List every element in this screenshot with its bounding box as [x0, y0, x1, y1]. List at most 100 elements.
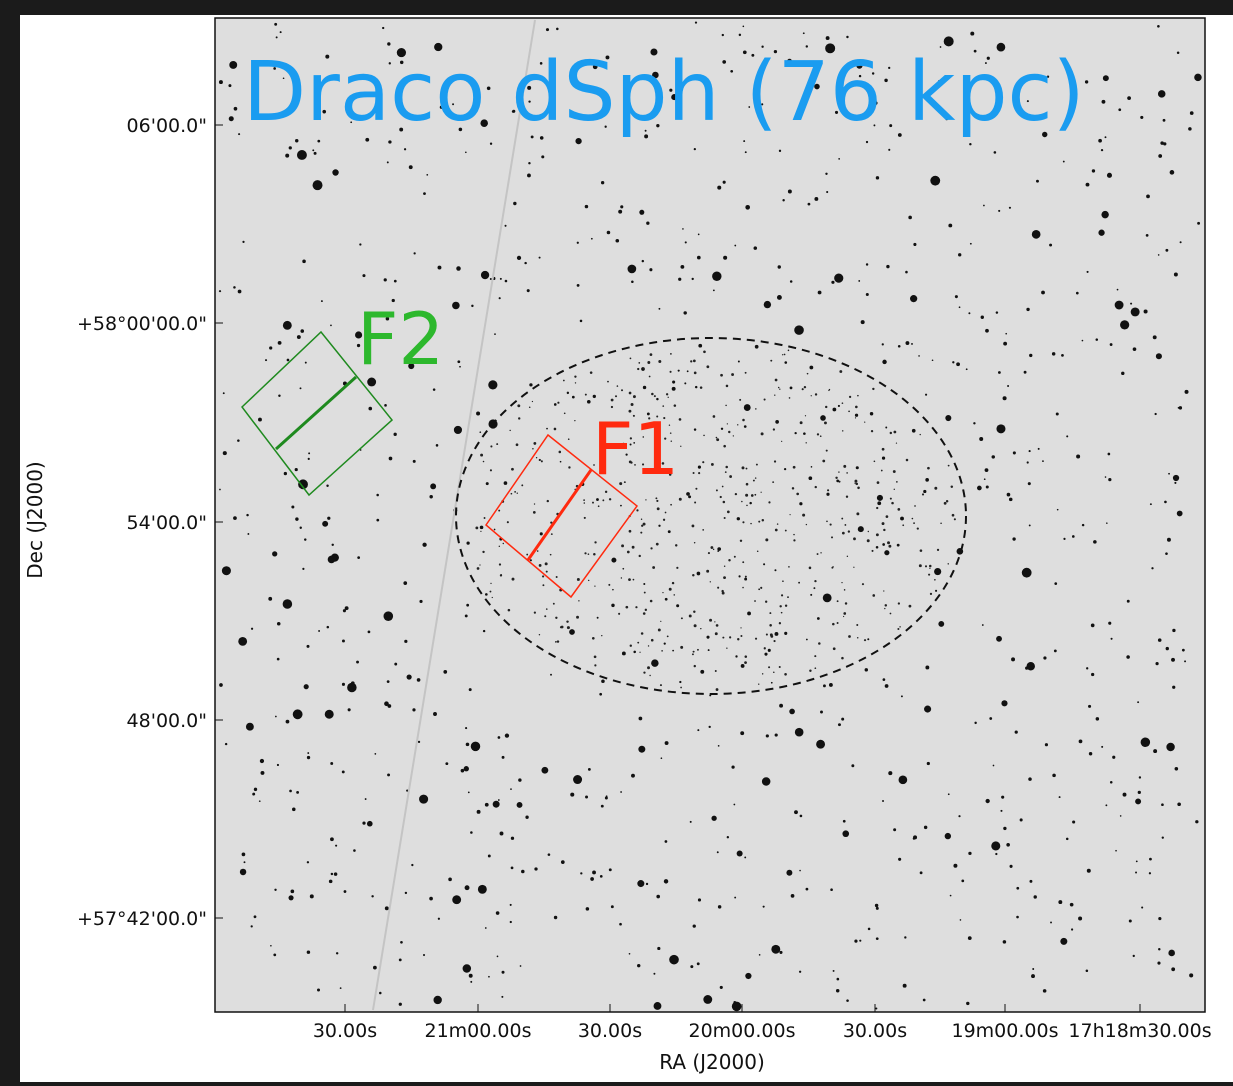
star [618, 210, 622, 214]
star [982, 624, 984, 626]
star [872, 594, 875, 597]
star [384, 611, 394, 621]
star [725, 471, 727, 473]
star [884, 608, 885, 609]
star [695, 488, 697, 490]
star [384, 278, 387, 281]
star [706, 636, 709, 639]
star [799, 870, 801, 872]
star [601, 181, 604, 184]
star [1158, 154, 1162, 158]
star [1003, 342, 1007, 346]
star [806, 639, 808, 641]
star [816, 740, 825, 749]
star [481, 271, 489, 279]
star [1131, 307, 1140, 316]
star [662, 592, 663, 593]
star [517, 802, 523, 808]
star [734, 897, 736, 899]
star [300, 527, 302, 529]
star [501, 996, 503, 998]
star [371, 895, 373, 897]
star [483, 461, 485, 463]
star [886, 265, 889, 268]
star [883, 678, 886, 681]
star [359, 243, 361, 245]
star [745, 372, 747, 374]
figure: Draco dSph (76 kpc) F2 F1 RA (J2000) Dec… [0, 0, 1233, 1082]
star [881, 470, 883, 472]
star [574, 420, 575, 421]
star [546, 571, 548, 573]
star [289, 146, 292, 149]
star [483, 630, 485, 632]
star [1107, 173, 1112, 178]
star [789, 709, 795, 715]
star [1177, 802, 1181, 806]
star [367, 821, 373, 827]
star [274, 23, 277, 26]
star [697, 729, 699, 731]
star [775, 379, 778, 382]
star [884, 550, 889, 555]
star [586, 907, 590, 911]
star [554, 428, 557, 431]
star [694, 501, 696, 503]
star [591, 238, 593, 240]
star [291, 890, 295, 894]
star [923, 999, 926, 1002]
star [708, 649, 710, 651]
star [669, 955, 679, 965]
star [745, 494, 748, 497]
star [937, 549, 939, 551]
star [1144, 310, 1148, 314]
star [938, 621, 944, 627]
star [471, 742, 481, 752]
star [703, 995, 712, 1004]
star [745, 151, 747, 153]
star [633, 579, 635, 581]
star [649, 376, 651, 378]
x-tick-label: 30.00s [578, 1020, 642, 1042]
star [611, 399, 614, 402]
star [862, 583, 864, 585]
star [632, 546, 635, 549]
star [857, 637, 859, 639]
star [297, 150, 307, 160]
star [670, 504, 672, 506]
star [607, 231, 611, 235]
star [465, 152, 467, 154]
star [388, 140, 391, 143]
star [529, 383, 532, 386]
star [540, 532, 543, 535]
star [813, 587, 815, 589]
star [1102, 100, 1106, 104]
star [700, 386, 703, 389]
star [928, 574, 930, 576]
star [843, 820, 846, 823]
star [537, 550, 539, 552]
star [733, 435, 734, 436]
star [1060, 938, 1067, 945]
star [888, 149, 890, 151]
star [1120, 320, 1129, 329]
star [1174, 482, 1176, 484]
star [384, 404, 387, 407]
star [897, 508, 900, 511]
star [927, 467, 930, 470]
star [510, 904, 512, 906]
star [849, 396, 851, 398]
star [387, 704, 391, 708]
star [1089, 752, 1092, 755]
star [436, 444, 439, 447]
star [527, 289, 530, 292]
star [805, 415, 806, 416]
star [504, 481, 508, 485]
star [656, 895, 660, 899]
star [387, 161, 389, 163]
star [1112, 756, 1115, 759]
star [944, 502, 947, 505]
star [307, 861, 309, 863]
star [981, 316, 984, 319]
star [1054, 649, 1057, 652]
